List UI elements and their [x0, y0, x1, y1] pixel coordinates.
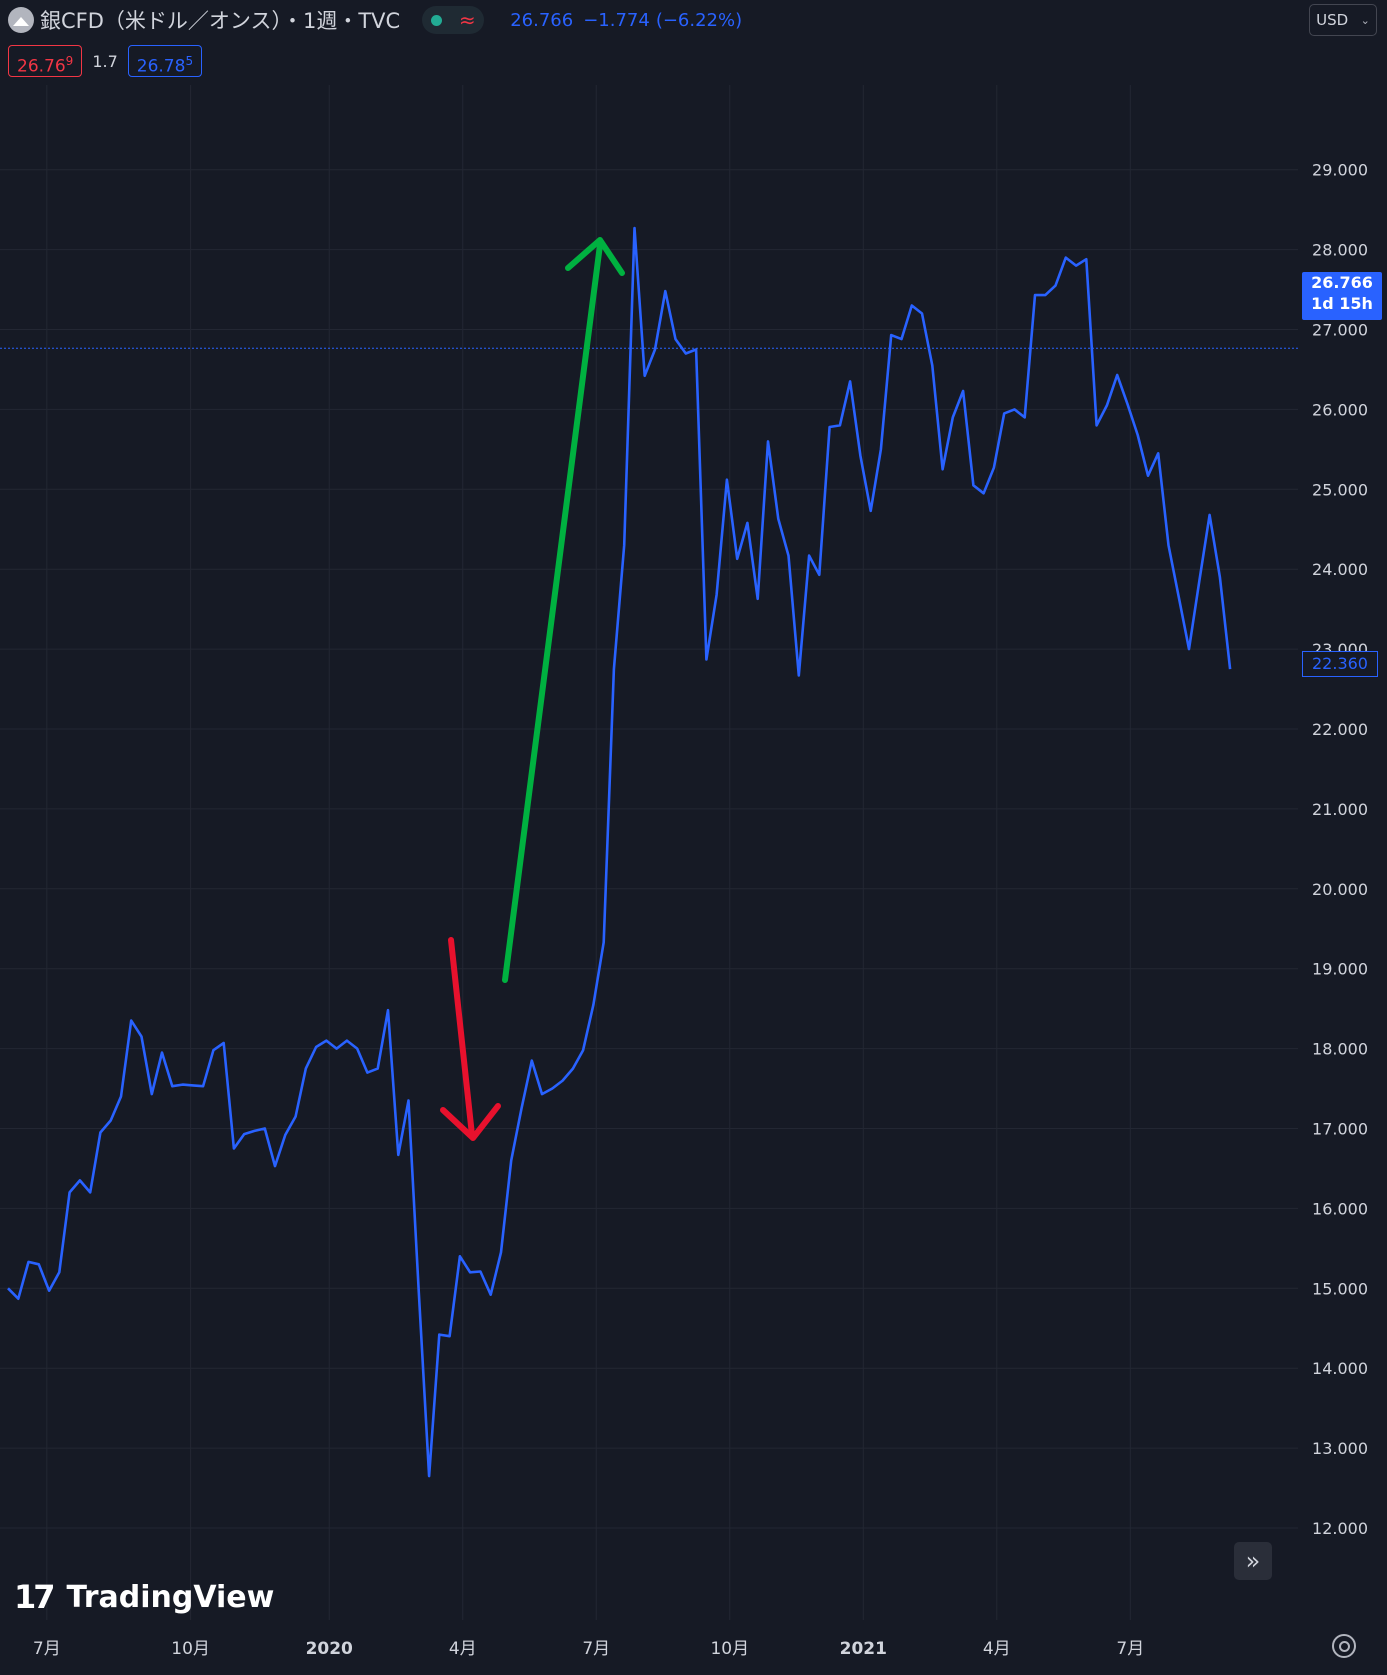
y-tick-label: 22.000: [1312, 720, 1368, 739]
ask-price: 26.78: [136, 56, 186, 77]
symbol-title[interactable]: 銀CFD（米ドル／オンス）・1週・TVC: [40, 9, 401, 33]
current-price-value: 26.766: [1311, 273, 1373, 292]
y-tick-label: 13.000: [1312, 1439, 1368, 1458]
last-price: 26.766: [510, 9, 574, 31]
x-tick-label: 2020: [306, 1639, 353, 1659]
spread-value: 1.7: [92, 51, 118, 71]
y-tick-label: 24.000: [1312, 560, 1368, 579]
arrow-down-shaft: [448, 937, 475, 1138]
tradingview-logo-icon: 17: [14, 1578, 55, 1616]
market-status[interactable]: ≈: [422, 6, 485, 34]
currency-selector[interactable]: USD ⌄: [1309, 4, 1377, 36]
scroll-to-realtime-button[interactable]: »: [1234, 1542, 1272, 1580]
bid-price-pip: 9: [65, 54, 74, 68]
x-tick-label: 10月: [171, 1639, 210, 1659]
bid-ask-row: 26.769 1.7 26.785: [8, 45, 203, 77]
price-series-line: [7, 226, 1232, 1478]
silver-symbol-icon: [8, 7, 34, 33]
x-tick-label: 7月: [1116, 1639, 1144, 1659]
tradingview-logo[interactable]: 17 TradingView: [14, 1578, 274, 1616]
y-tick-label: 28.000: [1312, 241, 1368, 260]
x-tick-label: 4月: [449, 1639, 477, 1659]
drawing-annotations: [440, 237, 625, 1141]
low-price-label: 22.360: [1302, 651, 1378, 677]
current-price-label: 26.766 1d 15h: [1302, 272, 1382, 320]
y-tick-label: 12.000: [1312, 1519, 1368, 1538]
double-chevron-right-icon: »: [1245, 1547, 1261, 1575]
market-open-icon: [430, 14, 442, 26]
y-tick-label: 18.000: [1312, 1040, 1368, 1059]
y-tick-label: 27.000: [1312, 321, 1368, 340]
currency-label: USD: [1316, 11, 1349, 29]
gear-icon: [1338, 1640, 1350, 1652]
bid-price-box[interactable]: 26.769: [8, 45, 83, 77]
y-tick-label: 16.000: [1312, 1199, 1368, 1218]
arrow-down-head: [440, 1103, 501, 1141]
price-change-percent: (−6.22%): [655, 9, 743, 31]
bid-price: 26.76: [17, 56, 66, 77]
time-axis: 7月 10月 2020 4月 7月 10月 2021 4月 7月: [33, 1639, 1144, 1659]
arrow-up-head: [565, 237, 625, 276]
price-axis: 12.000 13.000 14.000 15.000 16.000 17.000 18.0…: [1312, 161, 1368, 1538]
x-tick-label: 2021: [840, 1639, 887, 1659]
x-tick-label: 7月: [33, 1639, 61, 1659]
x-tick-label: 4月: [983, 1639, 1011, 1659]
tradingview-wordmark: TradingView: [66, 1579, 275, 1615]
ask-price-pip: 5: [185, 54, 194, 68]
chevron-down-icon: ⌄: [1360, 13, 1370, 27]
y-tick-label: 15.000: [1312, 1279, 1368, 1298]
legend-bar: 銀CFD（米ドル／オンス）・1週・TVC ≈ 26.766 −1.774 (−6…: [0, 0, 1300, 40]
arrow-up-shaft: [502, 242, 603, 983]
y-tick-label: 14.000: [1312, 1359, 1368, 1378]
y-tick-label: 29.000: [1312, 161, 1368, 180]
axis-settings-button[interactable]: [1332, 1634, 1356, 1658]
y-tick-label: 26.000: [1312, 400, 1368, 419]
ask-price-box[interactable]: 26.785: [127, 45, 203, 77]
bar-countdown: 1d 15h: [1311, 294, 1373, 313]
y-tick-label: 19.000: [1312, 960, 1368, 979]
y-tick-label: 17.000: [1312, 1120, 1368, 1139]
y-tick-label: 20.000: [1312, 880, 1368, 899]
chart-grid: [0, 85, 1298, 1620]
y-tick-label: 25.000: [1312, 480, 1368, 499]
x-tick-label: 7月: [582, 1639, 610, 1659]
x-tick-label: 10月: [710, 1639, 749, 1659]
price-change: −1.774: [583, 9, 650, 31]
approx-icon: ≈: [458, 8, 476, 32]
y-tick-label: 21.000: [1312, 800, 1368, 819]
